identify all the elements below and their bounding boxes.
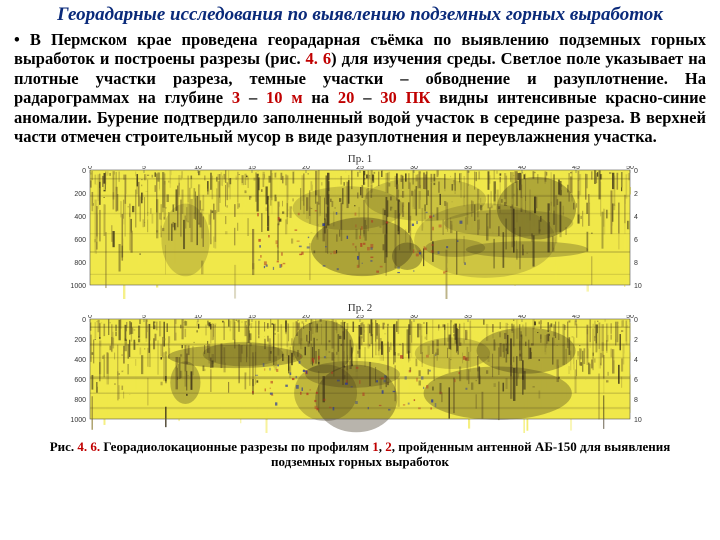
svg-text:0: 0 <box>82 168 86 175</box>
body-paragraph: • В Пермском крае проведена георадарная … <box>14 30 706 147</box>
svg-text:10: 10 <box>634 283 642 290</box>
figure-area: Пр. 1 0200400600800100002468100510152025… <box>14 153 706 470</box>
on-text: на <box>303 88 338 107</box>
dash-2: – <box>354 88 380 107</box>
profile-1-label: Пр. 1 <box>60 153 660 165</box>
svg-text:400: 400 <box>74 357 86 364</box>
depth-1: 3 <box>232 88 240 107</box>
profile-2-label: Пр. 2 <box>60 302 660 314</box>
svg-text:0: 0 <box>634 168 638 175</box>
svg-text:6: 6 <box>634 237 638 244</box>
svg-text:600: 600 <box>74 237 86 244</box>
radar-wrap: Пр. 1 0200400600800100002468100510152025… <box>60 153 660 433</box>
caption-post1: , пройденным антенной АБ-150 для выявлен… <box>392 439 671 454</box>
svg-text:1000: 1000 <box>70 417 86 424</box>
svg-text:2: 2 <box>634 337 638 344</box>
svg-text:1000: 1000 <box>70 283 86 290</box>
caption-pre: Рис. <box>50 439 78 454</box>
svg-text:200: 200 <box>74 337 86 344</box>
caption-post2: подземных горных выработок <box>271 454 449 469</box>
caption-mid: Георадиолокационные разрезы по профилям <box>100 439 372 454</box>
caption-num: 4. 6. <box>77 439 100 454</box>
svg-text:800: 800 <box>74 260 86 267</box>
svg-text:800: 800 <box>74 397 86 404</box>
page-title: Георадарные исследования по выявлению по… <box>14 4 706 26</box>
dash-1: – <box>240 88 266 107</box>
svg-text:200: 200 <box>74 191 86 198</box>
svg-text:8: 8 <box>634 397 638 404</box>
svg-text:6: 6 <box>634 377 638 384</box>
svg-text:10: 10 <box>634 417 642 424</box>
figure-caption: Рис. 4. 6. Георадиолокационные разрезы п… <box>14 439 706 470</box>
svg-text:0: 0 <box>82 317 86 324</box>
pk-2: 30 ПК <box>380 88 430 107</box>
svg-text:8: 8 <box>634 260 638 267</box>
depth-2: 10 м <box>266 88 303 107</box>
svg-text:600: 600 <box>74 377 86 384</box>
svg-text:2: 2 <box>634 191 638 198</box>
radargram-2: 0200400600800100002468100510152025303540… <box>60 315 660 433</box>
svg-text:4: 4 <box>634 357 638 364</box>
fig-ref: 4. 6 <box>306 49 332 68</box>
radargram-1: 0200400600800100002468100510152025303540… <box>60 166 660 299</box>
svg-text:0: 0 <box>634 317 638 324</box>
pk-1: 20 <box>338 88 355 107</box>
svg-text:4: 4 <box>634 214 638 221</box>
svg-text:400: 400 <box>74 214 86 221</box>
